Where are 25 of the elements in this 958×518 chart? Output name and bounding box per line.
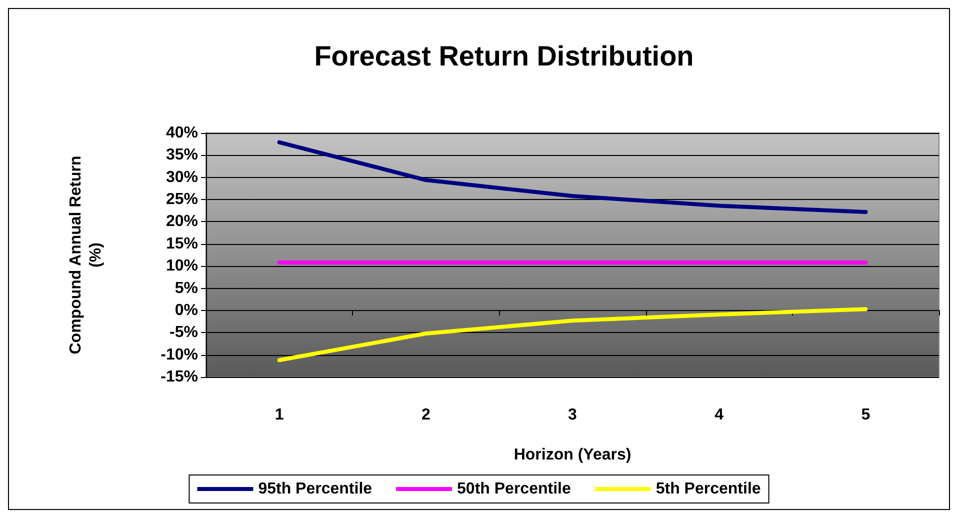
- x-axis-title: Horizon (Years): [514, 446, 632, 464]
- line-series: [277, 307, 868, 362]
- x-tick-label: 5: [861, 406, 870, 424]
- y-tick-label: -5%: [170, 324, 198, 342]
- y-tick-label: 35%: [166, 146, 198, 164]
- y-tick-label: 30%: [166, 168, 198, 186]
- y-tick-label: 25%: [166, 191, 198, 208]
- line-series: [277, 140, 868, 214]
- y-tick-label: 10%: [166, 258, 198, 275]
- legend-label: 95th Percentile: [258, 480, 372, 498]
- y-tick-label: -10%: [160, 346, 198, 364]
- y-tick-label: 5%: [174, 280, 198, 297]
- legend-label: 5th Percentile: [656, 480, 761, 498]
- y-tick-label: 0%: [174, 302, 198, 319]
- y-tick-label: 20%: [166, 213, 198, 230]
- x-tick-label: 2: [421, 406, 430, 424]
- y-axis-title: Compound Annual Return (%): [68, 156, 104, 354]
- x-tick-label: 1: [274, 406, 284, 424]
- chart-title: Forecast Return Distribution: [314, 40, 694, 72]
- y-tick-label: 40%: [166, 124, 198, 142]
- legend-label: 50th Percentile: [457, 480, 571, 498]
- x-tick-label: 4: [714, 406, 724, 424]
- x-tick-label: 3: [568, 406, 578, 424]
- y-tick-label: 15%: [166, 235, 198, 252]
- y-tick-label: -15%: [160, 368, 198, 386]
